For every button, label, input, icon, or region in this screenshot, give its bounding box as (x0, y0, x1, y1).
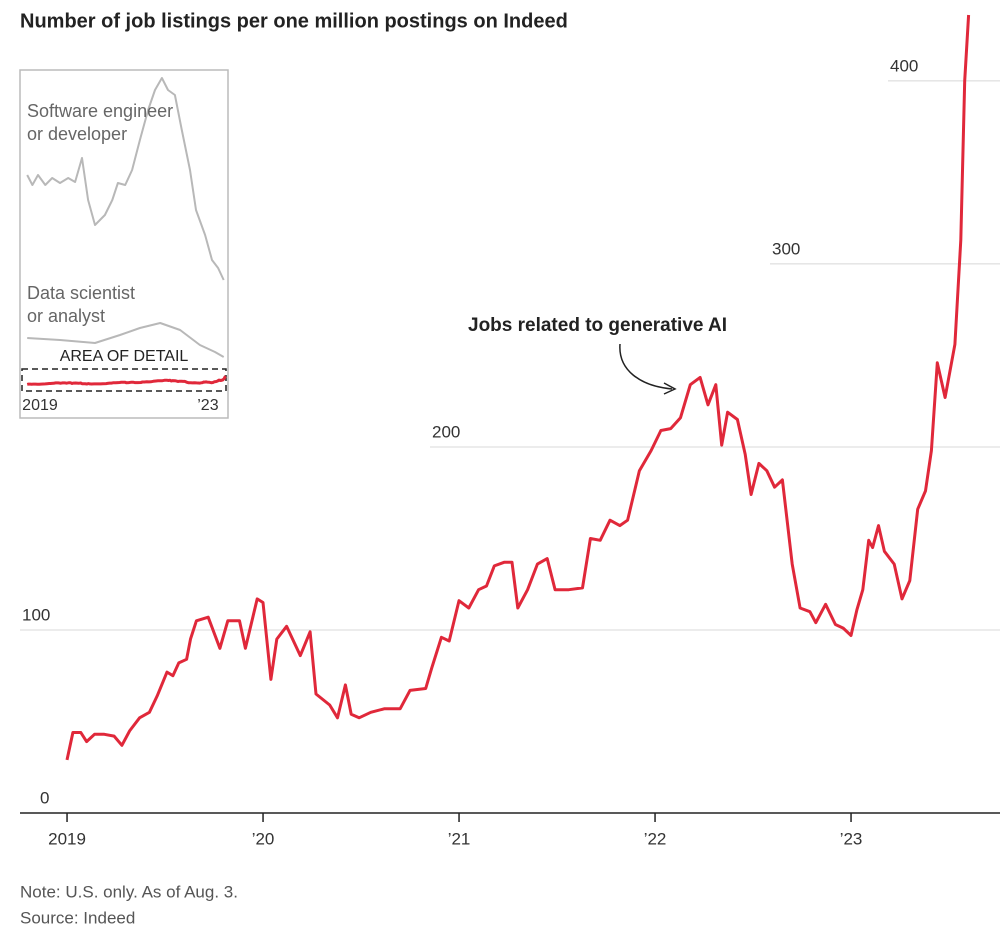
x-tick-label: 2019 (48, 829, 86, 848)
inset-detail-line (26, 375, 227, 386)
y-tick-label: 100 (22, 605, 50, 624)
x-tick-label: ’22 (644, 829, 667, 848)
chart-title: Number of job listings per one million p… (20, 10, 568, 32)
source: Source: Indeed (20, 908, 135, 927)
detail-box (21, 368, 227, 392)
series-line (65, 14, 971, 761)
inset-frame (19, 69, 229, 419)
series-label: Software engineer or developer (27, 101, 174, 144)
y-tick-label: 400 (890, 56, 918, 75)
annotation-arrow (619, 343, 673, 390)
detail-label: AREA OF DETAIL (60, 348, 189, 365)
series-line (27, 322, 225, 358)
x-tick-label: ’21 (448, 829, 471, 848)
series-label: Data scientist or analyst (27, 283, 136, 326)
note: Note: U.S. only. As of Aug. 3. (20, 882, 238, 901)
y-tick-label: 0 (40, 788, 49, 807)
x-tick-label: ’20 (252, 829, 275, 848)
inset-x-tick-label: ’23 (197, 397, 218, 414)
y-tick-label: 200 (432, 422, 460, 441)
inset-x-tick-label: 2019 (22, 397, 58, 414)
y-tick-label: 300 (772, 239, 800, 258)
arrow-head (663, 382, 677, 395)
x-tick-label: ’23 (840, 829, 863, 848)
annotation: Jobs related to generative AI (468, 315, 727, 336)
series-line (26, 77, 225, 281)
